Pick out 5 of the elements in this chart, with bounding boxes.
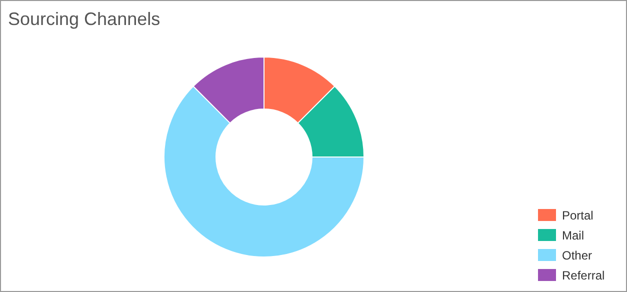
legend-label: Referral <box>562 268 605 282</box>
legend-label: Other <box>562 248 592 262</box>
chart-title: Sourcing Channels <box>8 9 160 29</box>
legend-label: Portal <box>562 208 594 222</box>
legend-label: Mail <box>562 228 584 242</box>
